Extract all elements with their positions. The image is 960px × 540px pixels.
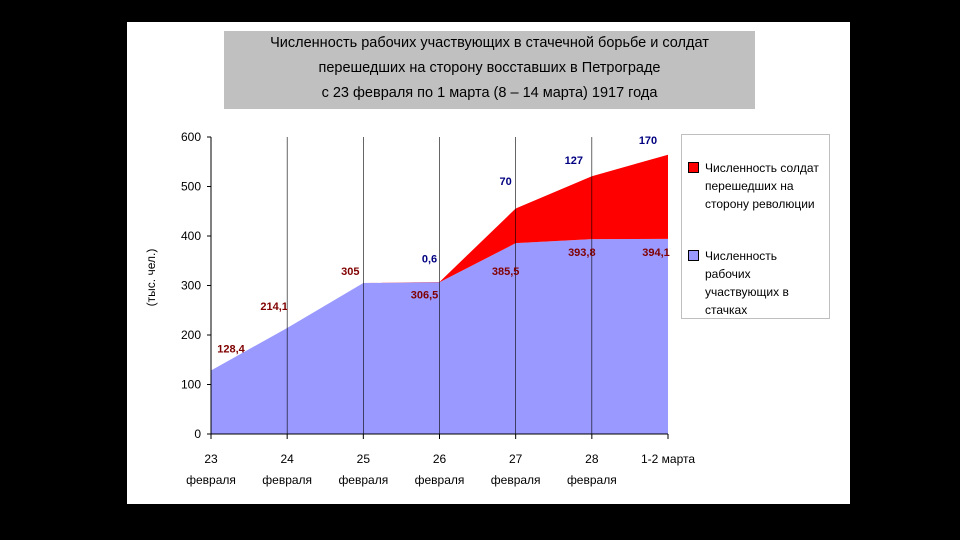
workers-data-label: 214,1 — [260, 301, 288, 313]
x-tick-sublabel-5: февраля — [567, 473, 617, 487]
y-tick-label: 400 — [181, 229, 201, 243]
legend-swatch-workers — [688, 250, 699, 261]
workers-data-label: 385,5 — [492, 266, 520, 278]
x-tick-sublabel-4: февраля — [491, 473, 541, 487]
slide: Численность рабочих участвующих в стачеч… — [127, 22, 850, 504]
title-line-1: Численность рабочих участвующих в стачеч… — [270, 35, 709, 51]
y-tick-label: 500 — [181, 180, 201, 194]
legend-label-soldiers: Численность солдат перешедших на сторону… — [705, 161, 819, 211]
x-tick-sublabel-0: февраля — [186, 473, 236, 487]
x-tick-label-6: 1-2 марта — [641, 452, 695, 466]
legend-item-soldiers: Численность солдат перешедших на сторону… — [688, 159, 823, 213]
soldiers-data-label: 0,6 — [422, 253, 437, 265]
y-tick-label: 300 — [181, 279, 201, 293]
x-tick-label-2: 25 — [357, 452, 371, 466]
legend-item-workers: Численность рабочих участвующих в стачка… — [688, 247, 823, 319]
x-tick-label-4: 27 — [509, 452, 523, 466]
workers-data-label: 393,8 — [568, 247, 596, 259]
soldiers-area — [211, 154, 668, 371]
y-axis-label: (тыс. чел.) — [144, 249, 158, 307]
chart-title: Численность рабочих участвующих в стачеч… — [224, 31, 755, 109]
x-tick-sublabel-3: февраля — [415, 473, 465, 487]
x-tick-label-3: 26 — [433, 452, 447, 466]
soldiers-data-label: 170 — [639, 135, 657, 147]
legend-swatch-soldiers — [688, 162, 699, 173]
title-line-2: перешедших на сторону восставших в Петро… — [318, 60, 661, 76]
title-line-3: с 23 февраля по 1 марта (8 – 14 марта) 1… — [321, 85, 658, 101]
x-tick-label-0: 23 — [204, 452, 218, 466]
soldiers-data-label: 127 — [565, 155, 583, 167]
legend-label-workers: Численность рабочих участвующих в стачка… — [705, 249, 789, 317]
y-tick-label: 0 — [194, 427, 201, 441]
x-tick-sublabel-1: февраля — [262, 473, 312, 487]
y-tick-label: 200 — [181, 328, 201, 342]
workers-data-label: 305 — [341, 266, 359, 278]
workers-data-label: 394,1 — [642, 247, 670, 259]
workers-data-label: 306,5 — [411, 289, 439, 301]
x-tick-label-5: 28 — [585, 452, 599, 466]
y-tick-label: 600 — [181, 130, 201, 144]
x-tick-label-1: 24 — [280, 452, 294, 466]
soldiers-data-label: 70 — [500, 176, 512, 188]
y-tick-label: 100 — [181, 378, 201, 392]
area-chart: 0 100 200 300 400 500 600 23 февраля 24 февраля 25 ф… — [144, 130, 695, 487]
x-tick-sublabel-2: февраля — [338, 473, 388, 487]
legend: Численность солдат перешедших на сторону… — [681, 134, 830, 319]
workers-data-label: 128,4 — [217, 343, 245, 355]
